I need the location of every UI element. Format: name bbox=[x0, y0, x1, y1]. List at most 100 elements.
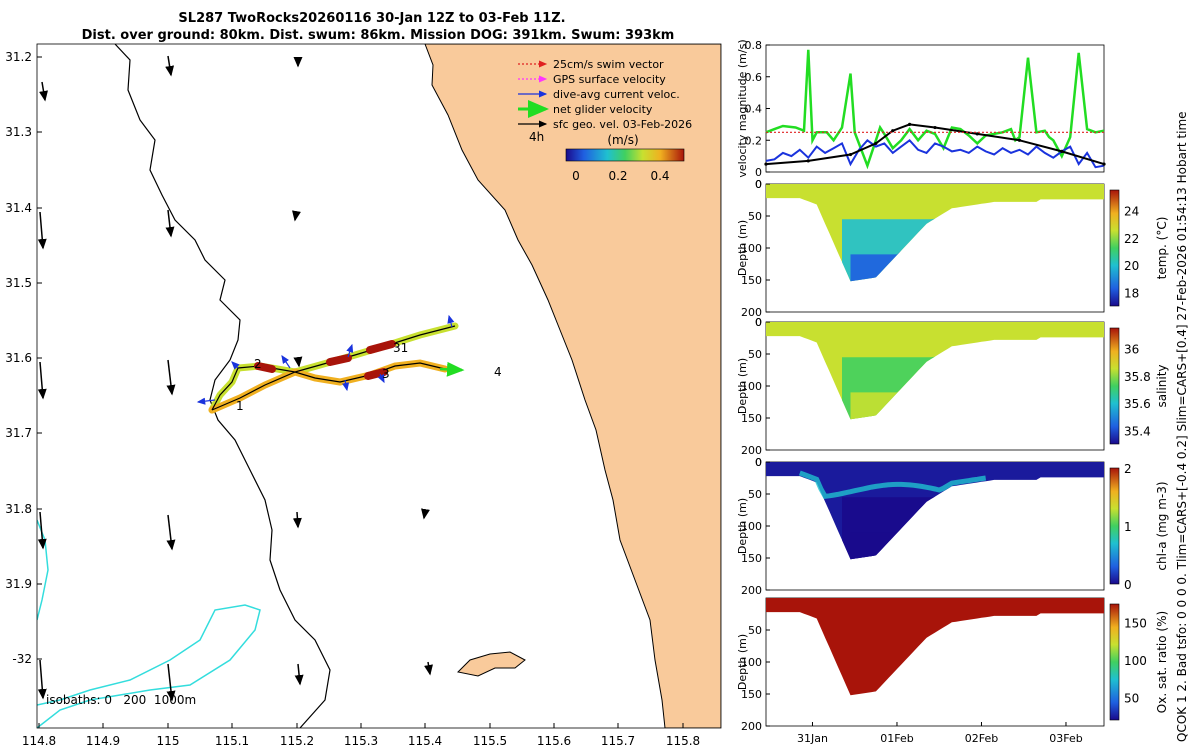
lat-tick-label: 31.9 bbox=[5, 577, 32, 591]
colorbar-label: salinity bbox=[1155, 364, 1169, 407]
lon-tick-label: 115.3 bbox=[344, 734, 378, 748]
colorbar-tick-label: 0 bbox=[1124, 578, 1132, 592]
section-ytick-label: 150 bbox=[741, 688, 762, 701]
velocity-series-point bbox=[1017, 138, 1022, 142]
colorbar-label: temp. (°C) bbox=[1155, 217, 1169, 280]
map-legend: 25cm/s swim vector GPS surface velocity … bbox=[518, 58, 692, 183]
vel-ytick-label: 0.4 bbox=[745, 103, 763, 116]
legend-item-current: dive-avg current veloc. bbox=[518, 88, 680, 101]
scale-label: 4h bbox=[529, 130, 544, 144]
section-ytick-label: 150 bbox=[741, 274, 762, 287]
section-colorbar bbox=[1109, 603, 1120, 721]
colorbar-tick-label: 22 bbox=[1124, 232, 1139, 246]
colorbar-tick-label: 150 bbox=[1124, 617, 1147, 631]
rottnest-island bbox=[456, 651, 526, 677]
lon-tick-label: 115 bbox=[157, 734, 180, 748]
fast-segments bbox=[254, 340, 396, 380]
geo-velocity-arrows bbox=[37, 55, 433, 702]
section-ytick-label: 200 bbox=[741, 444, 762, 457]
section-ytick-label: 100 bbox=[741, 520, 762, 533]
lat-tick-label: 31.6 bbox=[5, 351, 32, 365]
colorbar-tick-label: 100 bbox=[1124, 654, 1147, 668]
section-ytick-label: 200 bbox=[741, 720, 762, 733]
section-ytick-label: 50 bbox=[748, 624, 762, 637]
lon-tick-label: 115.1 bbox=[215, 734, 249, 748]
lon-tick-label: 115.7 bbox=[601, 734, 635, 748]
colorbar-tick-label: 20 bbox=[1124, 259, 1139, 273]
lon-tick-label: 115.6 bbox=[537, 734, 571, 748]
section-ytick-label: 50 bbox=[748, 210, 762, 223]
chl-max-band bbox=[798, 470, 987, 499]
lon-tick-label: 115.5 bbox=[473, 734, 507, 748]
section-ytick-label: 0 bbox=[755, 316, 762, 329]
legend-label-geo: sfc geo. vel. 03-Feb-2026 bbox=[553, 118, 692, 131]
legend-label-net: net glider velocity bbox=[553, 103, 653, 116]
velocity-series-point bbox=[764, 162, 768, 166]
velocity-series-point bbox=[891, 129, 895, 133]
colorbar-label: Ox. sat. ratio (%) bbox=[1155, 611, 1169, 713]
net-velocity-arrow bbox=[439, 361, 465, 377]
colorbar-label: chl-a (mg m-3) bbox=[1155, 481, 1169, 570]
legend-item-gps: GPS surface velocity bbox=[518, 73, 666, 86]
vel-ylabel: velocity magnitude (m/s) bbox=[736, 39, 749, 177]
section-deepest-layer bbox=[850, 524, 906, 560]
legend-item-swim: 25cm/s swim vector bbox=[518, 58, 664, 71]
colorbar-tick-label: 35.8 bbox=[1124, 370, 1151, 384]
date-tick-label: 02Feb bbox=[965, 732, 998, 745]
day-marker-31: 31 bbox=[393, 341, 408, 355]
date-tick-label: 01Feb bbox=[880, 732, 913, 745]
map-frame bbox=[36, 43, 722, 729]
speed-colorbar bbox=[565, 148, 685, 162]
lat-tick-label: 31.3 bbox=[5, 125, 32, 139]
land-mass bbox=[424, 44, 721, 728]
section-deepest-layer bbox=[850, 384, 906, 420]
coastline bbox=[114, 44, 331, 728]
lon-tick-label: 114.8 bbox=[22, 734, 56, 748]
day-marker-4: 4 bbox=[494, 365, 502, 379]
section-colorbar bbox=[1109, 467, 1120, 585]
glider-track-line bbox=[211, 325, 456, 411]
section-ytick-label: 200 bbox=[741, 306, 762, 319]
section-fill bbox=[766, 598, 1104, 696]
lat-tick-label: 31.5 bbox=[5, 276, 32, 290]
section-ytick-label: 150 bbox=[741, 412, 762, 425]
legend-label-current: dive-avg current veloc. bbox=[553, 88, 680, 101]
side-note: QCOK 1 2. Bad tsfo: 0 0 0 0. Tlim=CARS+[… bbox=[1175, 111, 1189, 742]
colorbar-tick-1: 0.2 bbox=[608, 169, 627, 183]
section-colorbar bbox=[1109, 189, 1120, 307]
velocity-series-line bbox=[765, 49, 1105, 170]
velocity-series-point bbox=[806, 159, 810, 163]
vel-ytick-label: 0 bbox=[755, 166, 762, 179]
velocity-series-point bbox=[848, 152, 853, 157]
vel-ytick-label: 0.8 bbox=[745, 39, 763, 52]
colorbar-tick-label: 1 bbox=[1124, 520, 1132, 534]
vel-ytick-label: 0.2 bbox=[745, 134, 763, 147]
isobath-label: isobaths: 0 200 1000m bbox=[46, 693, 196, 707]
section-ytick-label: 100 bbox=[741, 656, 762, 669]
current-arrows bbox=[196, 314, 455, 405]
day-marker-3: 3 bbox=[382, 367, 390, 381]
vel-ytick-label: 0.6 bbox=[745, 71, 763, 84]
lon-tick-label: 115.4 bbox=[408, 734, 442, 748]
lat-tick-label: 31.8 bbox=[5, 502, 32, 516]
section-ytick-label: 0 bbox=[755, 178, 762, 191]
colorbar-tick-label: 50 bbox=[1124, 692, 1139, 706]
velocity-series-point bbox=[908, 122, 912, 126]
velocity-frame bbox=[765, 44, 1105, 173]
velocity-series-point bbox=[975, 132, 979, 136]
isobath-200 bbox=[37, 604, 261, 728]
legend-label-swim: 25cm/s swim vector bbox=[553, 58, 664, 71]
map-panel: 1 2 3 31 4 25cm/s swim vector GPS surfac… bbox=[5, 43, 722, 748]
section-ylabel: Depth (m) bbox=[736, 220, 749, 276]
velocity-series-line bbox=[765, 138, 1105, 169]
section-colorbar bbox=[1109, 327, 1120, 445]
day-marker-1: 1 bbox=[236, 399, 244, 413]
date-tick-label: 03Feb bbox=[1049, 732, 1082, 745]
colorbar-tick-label: 18 bbox=[1124, 286, 1139, 300]
lat-tick-label: 31.2 bbox=[5, 50, 32, 64]
legend-item-net: net glider velocity bbox=[518, 100, 653, 118]
colorbar-tick-label: 36 bbox=[1124, 342, 1139, 356]
